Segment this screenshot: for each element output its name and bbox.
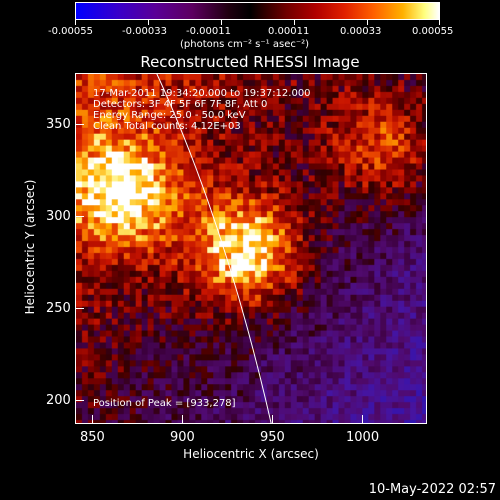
y-tick xyxy=(76,400,84,401)
y-axis-label: Heliocentric Y (arcsec) xyxy=(23,179,37,315)
x-tick xyxy=(272,415,273,423)
y-tick-label: 350 xyxy=(46,117,71,132)
x-tick-label: 1000 xyxy=(346,430,380,445)
x-tick-label: 900 xyxy=(170,430,195,445)
colorbar-tick-label: 0.00011 xyxy=(268,26,310,37)
colorbar-tick xyxy=(367,20,368,25)
colorbar-tick-label: 0.00033 xyxy=(340,26,382,37)
y-tick-label: 300 xyxy=(46,209,71,224)
colorbar-tick-label: -0.00011 xyxy=(186,26,231,37)
annotation-peak-position: Position of Peak = [933,278] xyxy=(93,398,236,409)
y-tick-label: 200 xyxy=(46,393,71,408)
colorbar-tick-label: -0.00055 xyxy=(48,26,93,37)
annotation-energy-range: Energy Range: 25.0 - 50.0 keV xyxy=(93,110,246,121)
timestamp: 10-May-2022 02:57 xyxy=(368,482,496,497)
y-tick xyxy=(76,124,84,125)
x-tick xyxy=(92,415,93,423)
colorbar-tick xyxy=(221,20,222,25)
colorbar-tick-label: 0.00055 xyxy=(412,26,454,37)
x-tick-label: 950 xyxy=(260,430,285,445)
colorbar-tick xyxy=(439,20,440,25)
solar-limb-line xyxy=(156,74,272,423)
x-axis-label: Heliocentric X (arcsec) xyxy=(183,447,319,461)
plot-title: Reconstructed RHESSI Image xyxy=(140,53,360,71)
annotation-clean-counts: Clean Total counts: 4.12E+03 xyxy=(93,121,241,132)
x-tick xyxy=(182,415,183,423)
x-tick xyxy=(362,415,363,423)
colorbar xyxy=(75,2,440,20)
annotation-detectors: Detectors: 3F 4F 5F 6F 7F 8F, Att 0 xyxy=(93,99,268,110)
colorbar-tick xyxy=(294,20,295,25)
y-tick xyxy=(76,216,84,217)
plot-area: 17-Mar-2011 19:34:20.000 to 19:37:12.000… xyxy=(75,73,427,424)
x-tick-label: 850 xyxy=(80,430,105,445)
heatmap-image xyxy=(76,74,426,423)
colorbar-unit-label: (photons cm⁻² s⁻¹ asec⁻²) xyxy=(180,39,310,50)
annotation-time-range: 17-Mar-2011 19:34:20.000 to 19:37:12.000 xyxy=(93,88,311,99)
y-tick xyxy=(76,308,84,309)
colorbar-tick-label: -0.00033 xyxy=(122,26,167,37)
colorbar-tick xyxy=(148,20,149,25)
colorbar-tick xyxy=(75,20,76,25)
y-tick-label: 250 xyxy=(46,301,71,316)
